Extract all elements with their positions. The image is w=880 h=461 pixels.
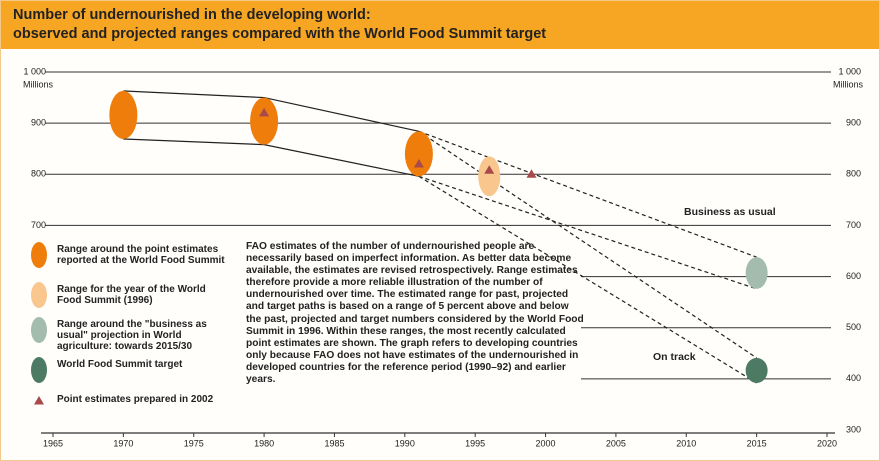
y-tick-label: 900 (31, 118, 46, 128)
x-tick-label: 1985 (324, 438, 344, 448)
point-estimate (526, 169, 537, 178)
x-tick-label: 1970 (113, 438, 133, 448)
range-ellipse (478, 156, 501, 197)
range-path (123, 90, 420, 132)
range-ellipse (745, 357, 768, 383)
range-ellipse (745, 257, 768, 289)
legend-entry: Range for the year of the World Food Sum… (57, 284, 206, 306)
y-tick-label: 700 (31, 220, 46, 230)
range-ellipse (404, 131, 433, 177)
legend-swatch (34, 396, 44, 405)
note: FAO estimates of the number of undernour… (246, 241, 584, 386)
point-estimate (413, 159, 424, 168)
header: Number of undernourished in the developi… (1, 1, 879, 49)
range-path (418, 175, 757, 290)
chart-title: Number of undernourished in the developi… (13, 7, 371, 23)
legend-swatch (31, 357, 47, 383)
y-axis-label: Millions (23, 79, 54, 89)
legend-entry: Point estimates prepared in 2002 (57, 394, 214, 405)
x-tick-label: 2010 (676, 438, 696, 448)
y-tick-label: 1 000 (23, 66, 46, 76)
y-tick-label-right: 800 (846, 169, 861, 179)
range-ellipse (250, 97, 279, 145)
legend-swatch (31, 282, 47, 308)
x-tick-label: 1995 (465, 438, 485, 448)
x-tick-label: 1990 (395, 438, 415, 448)
x-tick-label: 1980 (254, 438, 274, 448)
legend-entry: World Food Summit target (57, 359, 183, 370)
y-tick-label-right: 600 (846, 271, 861, 281)
x-tick-label: 2000 (536, 438, 556, 448)
range-path (418, 175, 757, 384)
legend-entry: Range around the point estimates reporte… (57, 244, 225, 266)
annotation: Business as usual (684, 206, 776, 218)
y-axis-label-right: Millions (833, 79, 864, 89)
legend-entry: Range around the "business as usual" pro… (57, 319, 207, 352)
y-tick-label-right: 1 000 (838, 66, 861, 76)
x-tick-label: 2020 (817, 438, 837, 448)
legend-swatch (31, 242, 47, 268)
x-tick-label: 1965 (43, 438, 63, 448)
range-ellipse (109, 90, 138, 139)
x-tick-label: 2005 (606, 438, 626, 448)
y-tick-label-right: 900 (846, 118, 861, 128)
y-tick-label-right: 400 (846, 373, 861, 383)
range-path (418, 130, 757, 359)
point-estimate (259, 107, 270, 117)
x-tick-label: 1975 (184, 438, 204, 448)
point-estimate (484, 165, 495, 174)
x-tick-label: 2015 (747, 438, 767, 448)
range-path (418, 130, 757, 258)
range-path (123, 138, 420, 177)
y-tick-label-right: 300 (846, 424, 861, 434)
y-tick-label-right: 700 (846, 220, 861, 230)
chart-subtitle: observed and projected ranges compared w… (13, 26, 547, 42)
y-tick-label: 800 (31, 169, 46, 179)
legend-swatch (31, 317, 47, 343)
y-tick-label-right: 500 (846, 322, 861, 332)
annotation: On track (653, 351, 696, 363)
